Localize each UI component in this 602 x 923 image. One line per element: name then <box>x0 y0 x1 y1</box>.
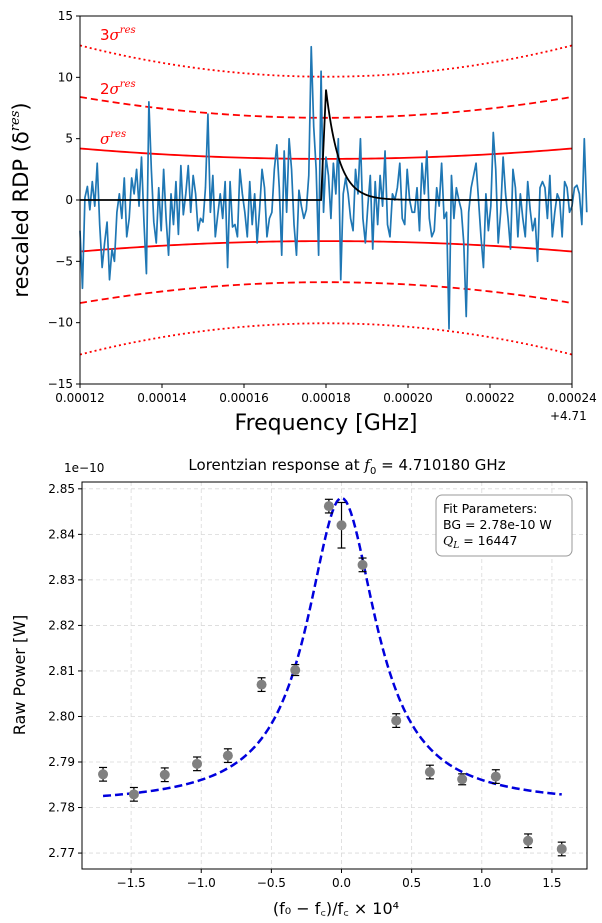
top-x-tick-label: 0.00012 <box>55 391 105 405</box>
data-point <box>556 843 567 854</box>
bottom-y-tick-label: 2.81 <box>48 664 75 678</box>
data-point <box>523 835 534 846</box>
data-point <box>323 501 334 512</box>
bottom-plot-frame <box>81 481 588 870</box>
bottom-y-offset-label: 1e−10 <box>64 461 104 475</box>
bottom-y-axis-label: Raw Power [W] <box>10 615 29 736</box>
fit-parameters-frame <box>435 494 573 557</box>
data-point <box>336 520 347 531</box>
top-x-tick-label: 0.00022 <box>465 391 515 405</box>
top-x-tick-label: 0.00018 <box>301 391 351 405</box>
fit-params-bg: BG = 2.78e-10 W <box>443 517 552 532</box>
data-point <box>192 758 203 769</box>
data-point <box>98 769 109 780</box>
data-point <box>290 665 301 676</box>
data-point <box>128 789 139 800</box>
bottom-chart: Lorentzian response at f0 = 4.710180 GHz… <box>10 456 588 918</box>
bottom-x-tick-label: 0.0 <box>332 876 351 890</box>
top-y-tick-label: 10 <box>58 70 73 84</box>
two-sigma-band-upper <box>79 96 573 119</box>
bottom-y-tick-label: 2.85 <box>48 482 75 496</box>
bottom-x-tick-label: −0.5 <box>257 876 286 890</box>
top-chart: 0.00012 0.00014 0.00016 0.00018 0.00020 0.000… <box>8 9 597 436</box>
bottom-y-tick-label: 2.84 <box>48 527 75 541</box>
fit-parameters-box: Fit Parameters: BG = 2.78e-10 W QL = 164… <box>435 494 573 557</box>
top-x-tick-label: 0.00020 <box>383 391 433 405</box>
fit-params-ql: QL = 16447 <box>443 533 517 551</box>
two-sigma-band-lower <box>79 281 573 304</box>
data-point <box>222 750 233 761</box>
bottom-x-tick-label: −1.5 <box>117 876 146 890</box>
rdp-series-line <box>79 45 588 330</box>
band-label-3sigma: 3σres <box>100 25 136 44</box>
data-point <box>256 679 267 690</box>
lorentzian-curve <box>80 89 572 201</box>
bottom-x-tick-label: 1.0 <box>472 876 491 890</box>
top-y-tick-label: 15 <box>58 9 73 23</box>
data-point <box>159 769 170 780</box>
band-label-1sigma: σres <box>100 129 126 148</box>
bottom-y-tick-label: 2.78 <box>48 801 75 815</box>
top-y-axis-label: rescaled RDP (δres) <box>8 102 33 297</box>
bottom-title: Lorentzian response at f0 = 4.710180 GHz <box>188 456 505 477</box>
bottom-x-tick-label: 1.5 <box>542 876 561 890</box>
top-x-axis-label: Frequency [GHz] <box>235 411 418 436</box>
fit-params-title: Fit Parameters: <box>443 501 537 516</box>
sigma-band-lower <box>79 240 573 253</box>
bottom-x-tick-label: −1.0 <box>187 876 216 890</box>
top-x-tick-label: 0.00016 <box>219 391 269 405</box>
top-x-tick-label: 0.00014 <box>137 391 187 405</box>
bottom-y-tick-label: 2.79 <box>48 755 75 769</box>
bottom-x-tick-label: 0.5 <box>402 876 421 890</box>
top-y-tick-label: −10 <box>48 316 73 330</box>
top-y-tick-label: −5 <box>55 254 73 268</box>
top-y-tick-label: 0 <box>65 193 73 207</box>
bottom-y-tick-label: 2.83 <box>48 573 75 587</box>
data-point <box>424 767 435 778</box>
bottom-y-tick-label: 2.82 <box>48 618 75 632</box>
band-label-2sigma: 2σres <box>100 79 136 98</box>
data-point <box>357 559 368 570</box>
bottom-x-axis-label: (f₀ − f꜀)/f꜀ × 10⁴ <box>273 899 399 918</box>
lorentzian-fit-line <box>102 496 562 798</box>
top-y-tick-label: −15 <box>48 377 73 391</box>
data-point <box>490 771 501 782</box>
bottom-y-tick-label: 2.80 <box>48 709 75 723</box>
top-y-tick-label: 5 <box>65 132 73 146</box>
bottom-y-tick-label: 2.77 <box>48 846 75 860</box>
top-x-tick-label: 0.00024 <box>547 391 597 405</box>
data-point <box>457 774 468 785</box>
top-x-offset-label: +4.71 <box>550 409 587 423</box>
data-point <box>391 715 402 726</box>
